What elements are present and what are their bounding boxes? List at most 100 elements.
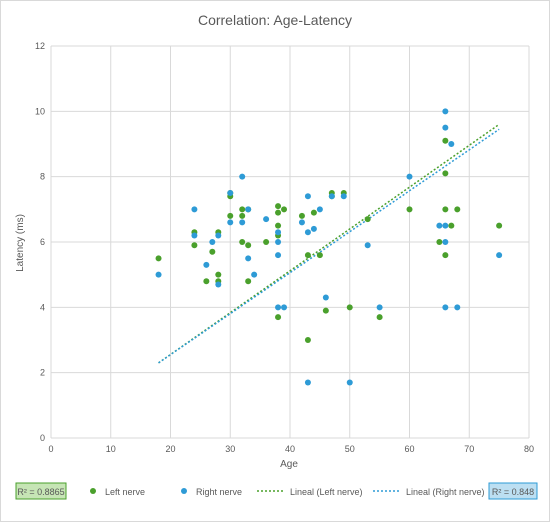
point-left-nerve (454, 206, 461, 213)
point-left-nerve (239, 239, 246, 245)
x-tick-labels: 0 10 20 30 40 50 60 70 80 (48, 444, 534, 454)
point-left-nerve (436, 239, 443, 245)
point-right-nerve (406, 173, 413, 180)
legend: R² = 0.8865 Left nerve Right nerve Linea… (15, 482, 538, 500)
point-right-nerve (155, 271, 162, 278)
r2-right-box (488, 482, 538, 500)
legend-label-lineal-right: Lineal (Right nerve) (406, 487, 485, 497)
point-left-nerve (275, 203, 282, 210)
y-tick-label: 8 (40, 172, 45, 182)
point-right-nerve (209, 239, 216, 245)
point-left-nerve (245, 278, 252, 285)
legend-label-left-nerve: Left nerve (105, 487, 145, 497)
y-tick-label: 0 (40, 433, 45, 443)
point-right-nerve (275, 239, 282, 245)
point-right-nerve (340, 193, 347, 200)
legend-item-lineal-right: Lineal (Right nerve) (373, 487, 485, 497)
legend-marker-left-nerve (90, 488, 96, 494)
point-right-nerve (442, 124, 449, 131)
point-right-nerve (442, 239, 449, 245)
r2-left-box (15, 482, 67, 500)
y-tick-label: 4 (40, 302, 45, 312)
point-left-nerve (448, 222, 455, 229)
point-left-nerve (155, 255, 162, 262)
point-right-nerve (442, 222, 449, 229)
point-right-nerve (227, 219, 234, 226)
point-right-nerve (442, 108, 449, 115)
point-left-nerve (263, 239, 270, 245)
x-tick-label: 60 (404, 444, 414, 454)
point-left-nerve (239, 212, 246, 219)
point-right-nerve (304, 193, 311, 200)
point-right-nerve (346, 379, 353, 386)
x-axis-title: Age (280, 459, 298, 470)
point-right-nerve (316, 206, 323, 213)
point-right-nerve (310, 225, 317, 232)
point-left-nerve (316, 252, 323, 259)
point-left-nerve (275, 314, 282, 321)
point-right-nerve (275, 304, 282, 311)
point-right-nerve (298, 219, 305, 226)
point-left-nerve (245, 242, 252, 249)
data-points (155, 108, 503, 386)
x-tick-label: 80 (524, 444, 534, 454)
point-left-nerve (281, 206, 288, 213)
point-right-nerve (191, 206, 198, 213)
point-right-nerve (364, 242, 371, 249)
point-left-nerve (298, 212, 305, 219)
point-left-nerve (442, 206, 449, 213)
r2-badge-left: R² = 0.8865 (15, 482, 67, 500)
point-right-nerve (245, 255, 252, 262)
point-right-nerve (454, 304, 461, 311)
point-right-nerve (275, 229, 282, 236)
chart-title: Correlation: Age-Latency (198, 12, 352, 28)
x-tick-label: 20 (165, 444, 175, 454)
x-tick-label: 0 (48, 444, 53, 454)
point-left-nerve (239, 206, 246, 213)
r2-right-label: R² = 0.848 (492, 487, 534, 497)
legend-label-right-nerve: Right nerve (196, 487, 242, 497)
point-left-nerve (322, 307, 329, 314)
point-right-nerve (215, 281, 222, 288)
y-tick-label: 2 (40, 368, 45, 378)
point-right-nerve (496, 252, 503, 259)
trendline-left-nerve (158, 123, 500, 364)
point-left-nerve (376, 314, 383, 321)
point-right-nerve (203, 261, 210, 268)
point-right-nerve (328, 193, 335, 200)
r2-badge-right: R² = 0.848 (488, 482, 538, 500)
point-left-nerve (275, 209, 282, 216)
point-right-nerve (304, 379, 311, 386)
r2-left-label: R² = 0.8865 (17, 487, 64, 497)
point-left-nerve (442, 252, 449, 259)
point-left-nerve (275, 222, 282, 229)
trendlines (158, 123, 500, 364)
point-left-nerve (304, 337, 311, 343)
point-left-nerve (406, 206, 413, 213)
point-right-nerve (245, 206, 252, 213)
point-right-nerve (448, 141, 455, 147)
y-tick-labels: 0 2 4 6 8 10 12 (35, 41, 45, 443)
x-tick-label: 70 (464, 444, 474, 454)
y-tick-label: 12 (35, 41, 45, 51)
point-right-nerve (322, 294, 329, 301)
point-right-nerve (191, 232, 198, 239)
point-left-nerve (304, 252, 311, 259)
point-right-nerve (227, 190, 234, 196)
point-left-nerve (310, 209, 317, 216)
point-right-nerve (215, 232, 222, 239)
point-right-nerve (376, 304, 383, 311)
point-right-nerve (275, 252, 282, 259)
point-left-nerve (442, 170, 449, 177)
point-right-nerve (239, 173, 246, 180)
gridlines (50, 45, 530, 439)
x-tick-label: 30 (225, 444, 235, 454)
point-left-nerve (442, 137, 449, 144)
legend-marker-right-nerve (181, 488, 187, 494)
point-right-nerve (281, 304, 288, 311)
y-tick-label: 10 (35, 106, 45, 116)
point-left-nerve (346, 304, 353, 311)
x-tick-label: 50 (345, 444, 355, 454)
legend-item-right-nerve: Right nerve (181, 487, 242, 497)
